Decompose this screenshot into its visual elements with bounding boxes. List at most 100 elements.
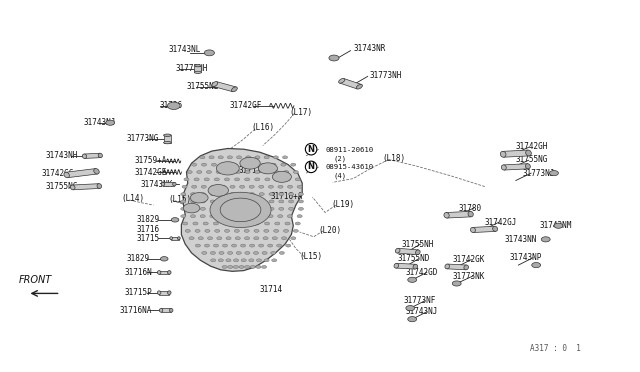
Circle shape [213, 222, 218, 225]
Ellipse shape [232, 87, 237, 92]
Polygon shape [84, 153, 100, 158]
Circle shape [256, 266, 261, 268]
Circle shape [295, 178, 300, 181]
Circle shape [200, 215, 205, 218]
Circle shape [223, 244, 228, 247]
Circle shape [227, 156, 232, 159]
Polygon shape [159, 291, 170, 295]
Circle shape [205, 230, 210, 232]
Circle shape [269, 193, 274, 196]
Circle shape [219, 251, 224, 254]
Circle shape [274, 170, 279, 173]
Circle shape [250, 266, 255, 268]
Circle shape [200, 193, 205, 196]
Circle shape [259, 215, 264, 218]
Circle shape [255, 178, 260, 181]
Text: 31742GJ: 31742GJ [484, 218, 516, 227]
Circle shape [236, 170, 241, 173]
Circle shape [261, 163, 266, 166]
Text: 31829: 31829 [126, 254, 149, 263]
Circle shape [230, 200, 235, 203]
Circle shape [168, 102, 180, 109]
Text: (L16): (L16) [252, 124, 275, 132]
Circle shape [191, 163, 196, 166]
Text: 31755NH: 31755NH [401, 240, 434, 248]
Text: 31716N: 31716N [124, 268, 152, 277]
Circle shape [408, 277, 417, 282]
Circle shape [259, 207, 264, 210]
Text: 31773NH: 31773NH [369, 71, 402, 80]
Text: 31780: 31780 [459, 203, 482, 212]
Ellipse shape [168, 291, 171, 295]
Text: (L19): (L19) [332, 200, 355, 209]
Circle shape [201, 185, 206, 188]
Circle shape [180, 193, 186, 196]
Circle shape [216, 170, 221, 173]
Circle shape [244, 237, 250, 240]
Circle shape [210, 192, 271, 228]
Circle shape [234, 259, 239, 262]
Ellipse shape [70, 185, 75, 190]
Text: 31773NF: 31773NF [404, 296, 436, 305]
Circle shape [202, 163, 207, 166]
Text: 31711: 31711 [239, 166, 262, 175]
Circle shape [195, 230, 200, 232]
Circle shape [221, 163, 227, 166]
Circle shape [249, 185, 254, 188]
Text: 08911-20610: 08911-20610 [325, 147, 373, 153]
Circle shape [250, 193, 255, 196]
Text: (4): (4) [334, 173, 347, 179]
Polygon shape [72, 184, 100, 190]
Circle shape [200, 207, 205, 210]
Polygon shape [163, 182, 174, 186]
Circle shape [255, 170, 260, 173]
Text: 31743NN: 31743NN [504, 235, 537, 244]
Circle shape [236, 237, 241, 240]
Circle shape [237, 156, 242, 159]
Circle shape [209, 156, 214, 159]
Text: 31716: 31716 [137, 225, 160, 234]
Circle shape [106, 120, 115, 125]
Circle shape [281, 163, 286, 166]
Text: 31742GF: 31742GF [230, 101, 262, 110]
Circle shape [194, 178, 199, 181]
Ellipse shape [493, 226, 497, 231]
Circle shape [554, 223, 563, 228]
Circle shape [185, 230, 190, 232]
Circle shape [289, 207, 294, 210]
Circle shape [254, 230, 259, 232]
Circle shape [273, 156, 278, 159]
Circle shape [231, 163, 236, 166]
Circle shape [268, 215, 273, 218]
Circle shape [239, 207, 244, 210]
Ellipse shape [161, 182, 164, 186]
Circle shape [234, 222, 239, 225]
Ellipse shape [394, 263, 399, 268]
Circle shape [234, 266, 239, 268]
Text: 31755NE: 31755NE [186, 82, 219, 91]
Circle shape [220, 185, 225, 188]
Circle shape [241, 259, 246, 262]
Polygon shape [396, 263, 416, 269]
Circle shape [239, 193, 244, 196]
Circle shape [220, 207, 225, 210]
Ellipse shape [177, 237, 180, 240]
Text: (L15): (L15) [169, 195, 192, 205]
Circle shape [239, 266, 244, 268]
Ellipse shape [212, 81, 218, 86]
Circle shape [262, 251, 267, 254]
Polygon shape [446, 211, 471, 218]
Text: 31716+A: 31716+A [271, 192, 303, 201]
Circle shape [259, 185, 264, 188]
Circle shape [275, 222, 280, 225]
Circle shape [211, 259, 216, 262]
Polygon shape [397, 248, 419, 255]
Text: (L20): (L20) [319, 227, 342, 235]
Circle shape [200, 200, 205, 203]
Text: 31755ND: 31755ND [397, 254, 430, 263]
Circle shape [204, 178, 209, 181]
Circle shape [279, 251, 284, 254]
Circle shape [271, 259, 276, 262]
Polygon shape [181, 148, 302, 271]
Circle shape [297, 215, 302, 218]
